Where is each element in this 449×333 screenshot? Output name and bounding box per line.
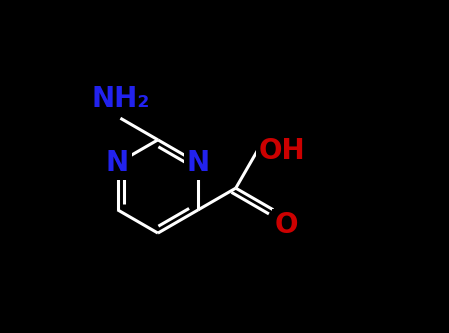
Text: NH₂: NH₂ <box>91 85 150 113</box>
Text: OH: OH <box>259 137 306 165</box>
Text: N: N <box>187 149 210 177</box>
Text: N: N <box>106 149 129 177</box>
Text: O: O <box>275 211 299 239</box>
